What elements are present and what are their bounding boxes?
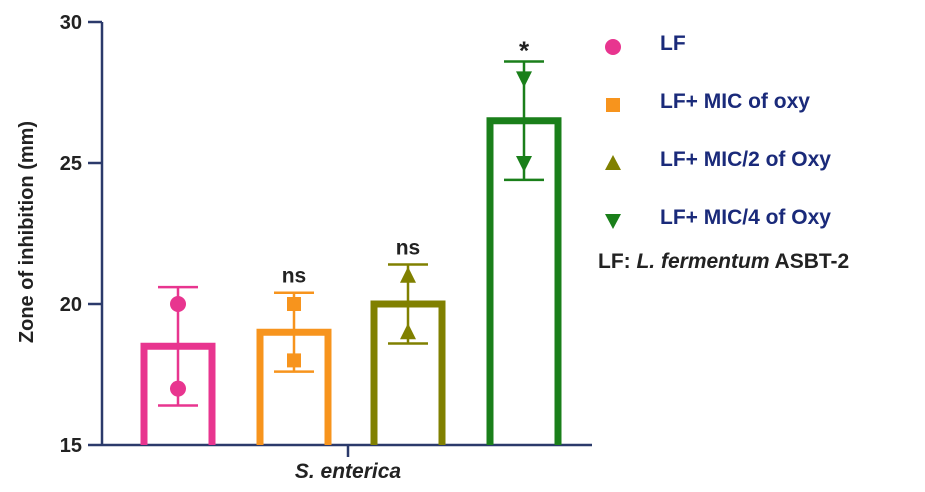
legend-label-mic2: LF+ MIC/2 of Oxy [660,148,831,171]
significance-label: ns [396,237,421,260]
footnote: LF: L. fermentum ASBT-2 [598,250,849,274]
legend-label-mic: LF+ MIC of oxy [660,90,810,113]
legend-label-lf: LF [660,32,686,55]
y-tick-label: 30 [60,12,82,34]
bars: ns ns * [140,35,562,445]
data-point [400,323,416,340]
y-axis-label: Zone of inhibition (mm) [16,121,38,343]
data-point [287,353,301,368]
triangle-up-marker-icon [605,155,621,170]
axes: 15 20 25 30 [60,12,592,457]
legend: LF LF+ MIC of oxy LF+ MIC/2 of Oxy LF+ M… [598,28,918,260]
x-axis-label: S. enterica [295,460,402,483]
data-point [287,297,301,311]
data-point [516,71,532,88]
footnote-strain: ASBT-2 [769,250,850,273]
y-axis-label-group: Zone of inhibition (mm) [16,121,38,343]
significance-label: ns [282,265,307,288]
legend-item-mic: LF+ MIC of oxy [598,86,918,144]
data-point [170,380,186,397]
y-tick-label: 25 [60,153,82,175]
bar-group: ns [256,265,332,445]
y-tick-label: 20 [60,294,82,316]
legend-item-mic2: LF+ MIC/2 of Oxy [598,144,918,202]
square-marker-icon [606,98,620,112]
bar-group: ns [370,237,446,445]
legend-label-mic4: LF+ MIC/4 of Oxy [660,206,831,229]
bar-group: * [486,35,562,445]
data-point [400,266,416,283]
y-tick-label: 15 [60,435,82,457]
significance-label: * [519,35,530,65]
bar-group [140,285,216,445]
triangle-down-marker-icon [605,214,621,229]
footnote-prefix: LF: [598,250,637,273]
data-point [170,296,186,312]
circle-marker-icon [605,39,621,55]
footnote-species: L. fermentum [636,250,770,273]
data-point [516,156,532,172]
legend-item-mic4: LF+ MIC/4 of Oxy [598,202,918,260]
legend-item-lf: LF [598,28,918,86]
